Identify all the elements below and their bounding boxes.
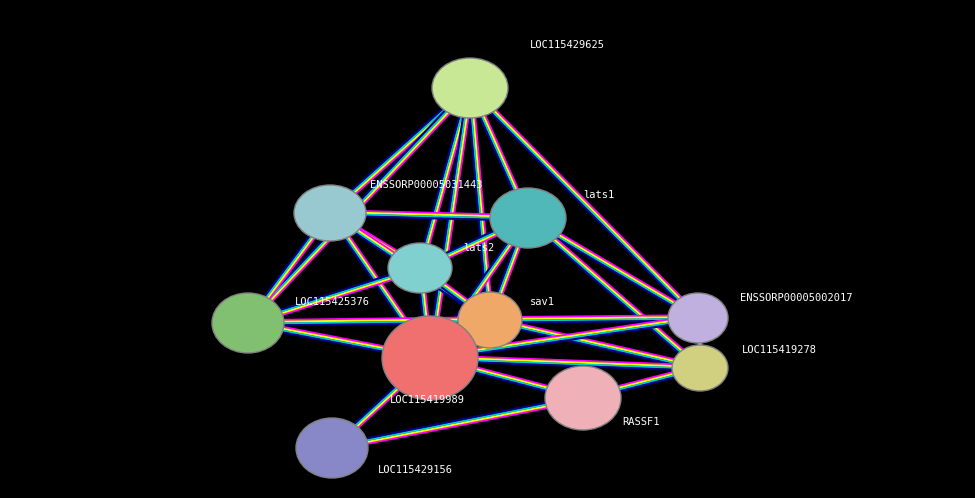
Ellipse shape	[382, 316, 478, 400]
Ellipse shape	[296, 418, 368, 478]
Text: RASSF1: RASSF1	[622, 417, 659, 427]
Text: LOC115419278: LOC115419278	[742, 345, 817, 355]
Text: ENSSORP00005002017: ENSSORP00005002017	[740, 293, 852, 303]
Ellipse shape	[668, 293, 728, 343]
Ellipse shape	[545, 366, 621, 430]
Ellipse shape	[294, 185, 366, 241]
Ellipse shape	[490, 188, 566, 248]
Text: LOC115429156: LOC115429156	[378, 465, 453, 475]
Ellipse shape	[672, 345, 728, 391]
Ellipse shape	[212, 293, 284, 353]
Text: lats1: lats1	[583, 190, 614, 200]
Text: LOC115429625: LOC115429625	[530, 40, 605, 50]
Text: sav1: sav1	[530, 297, 555, 307]
Ellipse shape	[432, 58, 508, 118]
Text: LOC115425376: LOC115425376	[295, 297, 370, 307]
Text: LOC115419989: LOC115419989	[390, 395, 465, 405]
Ellipse shape	[388, 243, 452, 293]
Text: ENSSORP00005031443: ENSSORP00005031443	[370, 180, 483, 190]
Text: lats2: lats2	[463, 243, 494, 253]
Ellipse shape	[458, 292, 522, 348]
